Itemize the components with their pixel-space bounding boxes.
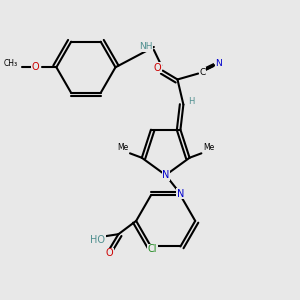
Text: N: N: [177, 189, 184, 199]
Text: O: O: [32, 62, 40, 72]
Text: N: N: [215, 59, 222, 68]
Text: O: O: [106, 248, 113, 258]
Text: Me: Me: [203, 143, 214, 152]
Text: O: O: [154, 63, 161, 73]
Text: Cl: Cl: [148, 244, 157, 254]
Text: HO: HO: [90, 235, 105, 245]
Text: N: N: [162, 170, 169, 180]
Text: C: C: [200, 68, 206, 76]
Text: H: H: [188, 97, 194, 106]
Text: NH: NH: [139, 43, 152, 52]
Text: CH₃: CH₃: [4, 59, 18, 68]
Text: Me: Me: [117, 143, 128, 152]
